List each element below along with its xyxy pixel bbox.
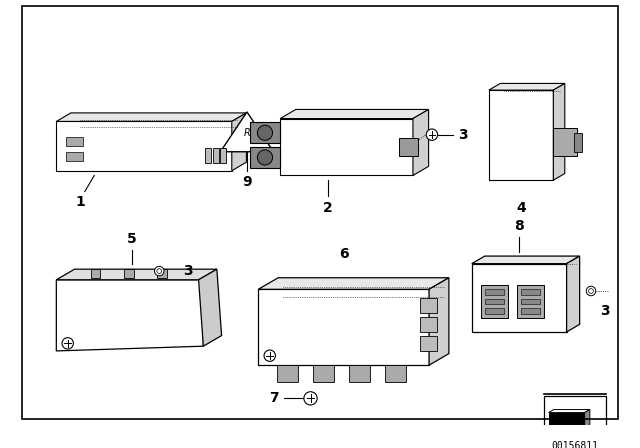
- Text: 9: 9: [242, 175, 252, 189]
- Text: 3: 3: [183, 264, 193, 278]
- Bar: [544, 396, 607, 437]
- Polygon shape: [220, 112, 273, 152]
- Polygon shape: [481, 284, 508, 318]
- Text: 5: 5: [127, 233, 137, 246]
- Polygon shape: [157, 269, 167, 278]
- Text: 00156811: 00156811: [552, 441, 598, 448]
- Polygon shape: [420, 336, 436, 351]
- Polygon shape: [250, 147, 280, 168]
- Text: R: R: [244, 128, 250, 138]
- Circle shape: [154, 266, 164, 276]
- Polygon shape: [517, 284, 544, 318]
- Polygon shape: [554, 83, 564, 180]
- Polygon shape: [349, 365, 371, 382]
- Text: 6: 6: [339, 247, 349, 261]
- Polygon shape: [56, 121, 232, 171]
- Polygon shape: [124, 269, 134, 278]
- Text: 2: 2: [323, 201, 332, 215]
- Polygon shape: [584, 409, 590, 431]
- Polygon shape: [280, 119, 413, 176]
- Polygon shape: [429, 278, 449, 365]
- Polygon shape: [566, 256, 580, 332]
- Circle shape: [304, 392, 317, 405]
- Polygon shape: [220, 148, 226, 163]
- Polygon shape: [420, 317, 436, 332]
- Polygon shape: [314, 365, 334, 382]
- Text: 3: 3: [458, 128, 468, 142]
- Polygon shape: [205, 148, 211, 163]
- Polygon shape: [91, 269, 100, 278]
- Circle shape: [264, 350, 275, 362]
- Bar: [521, 308, 540, 314]
- Polygon shape: [472, 256, 580, 264]
- Circle shape: [257, 150, 273, 165]
- Text: 7: 7: [269, 392, 279, 405]
- Polygon shape: [420, 298, 436, 313]
- Text: 4: 4: [516, 201, 526, 215]
- Bar: [485, 308, 504, 314]
- Circle shape: [586, 286, 596, 296]
- Polygon shape: [56, 113, 246, 121]
- Polygon shape: [213, 148, 218, 163]
- Polygon shape: [548, 409, 590, 413]
- Bar: [521, 289, 540, 295]
- Circle shape: [426, 129, 438, 140]
- Circle shape: [257, 125, 273, 140]
- Polygon shape: [56, 269, 217, 280]
- Polygon shape: [198, 269, 221, 346]
- Polygon shape: [66, 152, 83, 161]
- Text: 1: 1: [75, 195, 85, 209]
- Text: 3: 3: [600, 305, 610, 319]
- Polygon shape: [548, 413, 584, 431]
- Polygon shape: [554, 128, 577, 156]
- Polygon shape: [259, 289, 429, 365]
- Polygon shape: [489, 83, 564, 90]
- Polygon shape: [250, 122, 280, 143]
- Polygon shape: [259, 278, 449, 289]
- Polygon shape: [413, 109, 429, 176]
- Bar: [485, 289, 504, 295]
- Circle shape: [62, 338, 74, 349]
- Bar: [521, 299, 540, 305]
- Polygon shape: [277, 365, 298, 382]
- Polygon shape: [385, 365, 406, 382]
- Polygon shape: [66, 137, 83, 146]
- Polygon shape: [280, 109, 429, 119]
- Text: 8: 8: [515, 220, 524, 233]
- Bar: [485, 299, 504, 305]
- Polygon shape: [574, 133, 582, 152]
- Polygon shape: [232, 113, 246, 171]
- Polygon shape: [56, 280, 204, 351]
- Polygon shape: [472, 264, 566, 332]
- Polygon shape: [489, 90, 554, 180]
- Polygon shape: [399, 138, 418, 156]
